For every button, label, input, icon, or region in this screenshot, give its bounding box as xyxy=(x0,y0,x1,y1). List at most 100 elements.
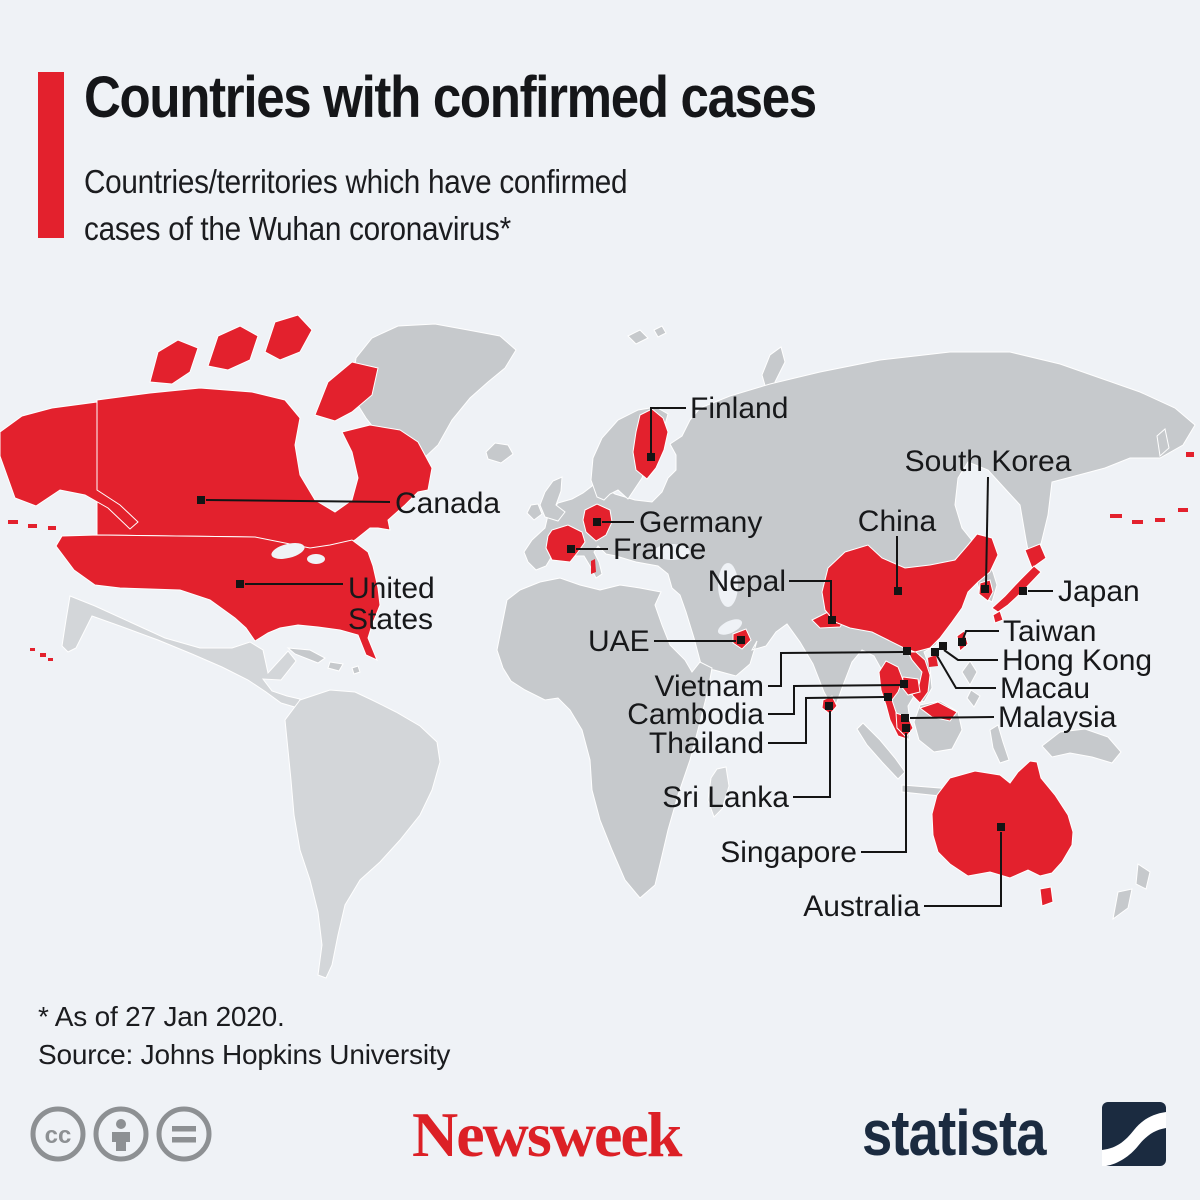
country-canada-islands xyxy=(314,361,379,422)
cc-icon xyxy=(30,1106,86,1162)
leader-finland xyxy=(650,407,686,453)
landmass-sakhalin xyxy=(1156,428,1170,457)
marker-france xyxy=(567,545,575,553)
country-japan-kyushu xyxy=(992,610,1004,624)
country-china xyxy=(821,533,999,653)
country-canada-islands xyxy=(207,325,259,371)
label-united-states-line2: States xyxy=(348,603,433,636)
cc-equals-bars xyxy=(172,1126,196,1143)
landmass-mexico xyxy=(61,595,301,709)
label-united-states-line1: United xyxy=(348,572,435,605)
marker-china xyxy=(894,587,902,595)
leader-canada xyxy=(205,499,391,503)
landmass-svalbard xyxy=(627,329,649,345)
landmass-madagascar xyxy=(707,766,730,818)
label-cambodia: Cambodia xyxy=(627,698,764,731)
country-united-states-hawaii xyxy=(30,648,53,661)
landmass-cuba xyxy=(286,647,326,664)
cc-attribution-icon xyxy=(93,1106,149,1162)
cc-license-icons xyxy=(30,1106,212,1162)
label-vietnam: Vietnam xyxy=(654,670,764,703)
country-france-corsica xyxy=(591,559,596,574)
black-sea xyxy=(654,544,690,560)
statista-logo-icon xyxy=(1102,1102,1166,1166)
marker-uae xyxy=(737,636,745,644)
marker-finland xyxy=(647,453,655,461)
label-hong-kong: Hong Kong xyxy=(1002,644,1152,677)
landmass-iceland xyxy=(485,442,514,464)
country-japan-hokkaido xyxy=(1024,543,1047,569)
leader-sri-lanka xyxy=(793,711,831,798)
persian-gulf xyxy=(717,619,743,635)
country-markers xyxy=(197,453,1027,831)
label-france: France xyxy=(613,533,706,566)
label-sri-lanka: Sri Lanka xyxy=(662,781,789,814)
landmass-island xyxy=(966,689,981,708)
leader-thailand xyxy=(768,696,885,744)
cc-equals-icon xyxy=(156,1106,212,1162)
cc-icon-label: cc xyxy=(45,1122,72,1149)
country-united-states-alaska xyxy=(0,401,139,530)
label-thailand: Thailand xyxy=(649,727,764,760)
landmass-philippines xyxy=(961,660,978,687)
footnote-asterisk: * As of 27 Jan 2020. xyxy=(38,1001,285,1032)
subtitle-line-1: Countries/territories which have confirm… xyxy=(84,163,628,200)
marker-cambodia xyxy=(900,680,908,688)
leader-lines xyxy=(205,407,1053,907)
label-finland: Finland xyxy=(690,392,788,425)
source-line: Source: Johns Hopkins University xyxy=(38,1039,451,1070)
newsweek-logo: Newsweek xyxy=(412,1099,682,1170)
leader-nepal xyxy=(789,580,832,616)
footnote-block: * As of 27 Jan 2020. Source: Johns Hopki… xyxy=(38,998,450,1074)
marker-macau xyxy=(931,648,939,656)
country-japan-honshu xyxy=(991,565,1042,613)
country-canada-islands xyxy=(264,314,313,361)
aleutian-islands xyxy=(8,520,56,530)
marker-germany xyxy=(593,518,601,526)
leader-australia xyxy=(924,832,1002,907)
marker-united-states xyxy=(236,580,244,588)
label-china: China xyxy=(858,505,937,538)
subtitle-line-2: cases of the Wuhan coronavirus* xyxy=(84,210,511,247)
country-canada-islands xyxy=(149,339,199,385)
marker-japan xyxy=(1019,587,1027,595)
landmass-uk xyxy=(539,476,566,522)
marker-vietnam xyxy=(903,647,911,655)
country-vietnam xyxy=(907,651,931,704)
marker-malaysia xyxy=(901,714,909,722)
label-germany: Germany xyxy=(639,506,762,539)
marker-thailand xyxy=(884,693,892,701)
landmass-island xyxy=(351,665,361,675)
landmass-island xyxy=(1112,888,1133,921)
marker-taiwan xyxy=(958,638,966,646)
label-nepal: Nepal xyxy=(708,565,786,598)
landmass-island xyxy=(653,325,667,338)
country-france xyxy=(545,524,586,563)
label-singapore: Singapore xyxy=(720,836,857,869)
landmass-sumatra xyxy=(856,722,906,780)
landmass-ireland xyxy=(526,503,543,521)
landmass-africa xyxy=(496,577,713,899)
page-title: Countries with confirmed cases xyxy=(84,65,817,130)
marker-south-korea xyxy=(981,585,989,593)
aleutian-islands xyxy=(1110,452,1194,524)
leader-macau xyxy=(935,653,996,689)
country-labels: Canada United States Finland Germany Fra… xyxy=(348,392,1152,923)
landmass-south-america xyxy=(284,689,441,979)
landmass-gray xyxy=(61,323,1196,979)
label-macau: Macau xyxy=(1000,672,1090,705)
landmass-hispaniola xyxy=(327,661,344,672)
leader-hong-kong xyxy=(943,649,998,661)
landmass-new-zealand xyxy=(1135,863,1151,890)
country-china-hainan xyxy=(928,655,938,667)
marker-canada xyxy=(197,496,205,504)
marker-australia xyxy=(997,823,1005,831)
marker-singapore xyxy=(902,724,910,732)
country-united-states xyxy=(55,534,381,661)
country-australia-tasmania xyxy=(1039,886,1054,907)
leader-malaysia xyxy=(909,716,995,719)
caspian-sea xyxy=(718,563,738,607)
leader-south-korea xyxy=(985,476,989,586)
